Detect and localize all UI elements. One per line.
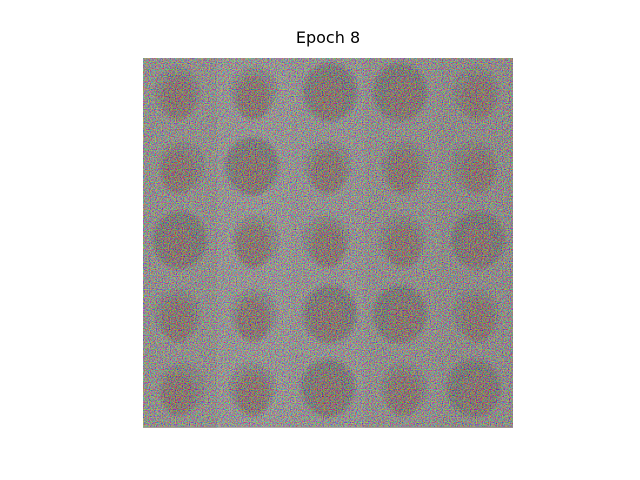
noise-overlay [143, 58, 513, 427]
title: Epoch 8 [296, 28, 360, 47]
